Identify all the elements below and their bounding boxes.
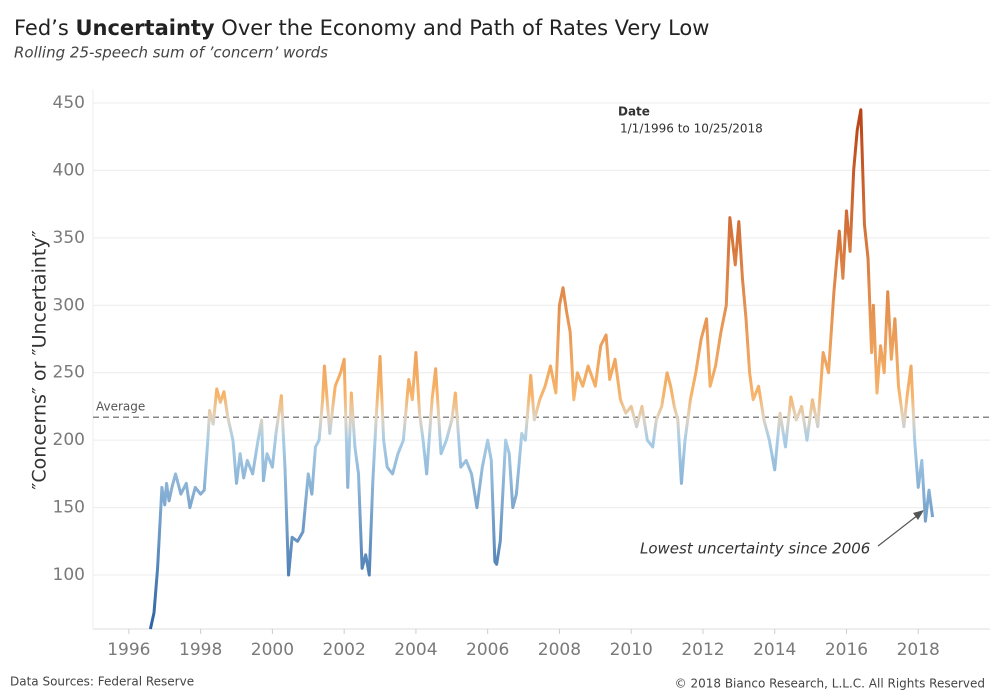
y-tick-label: 250 <box>53 363 85 383</box>
subtitle: Rolling 25-speech sum of ’concern’ words <box>14 44 328 62</box>
x-tick-label: 2008 <box>538 640 581 660</box>
source: Data Sources: Federal Reserve <box>10 675 194 689</box>
x-tick-label: 2002 <box>323 640 366 660</box>
legend-title: Date <box>618 105 650 119</box>
y-tick-label: 350 <box>53 228 85 248</box>
arrow-head <box>913 510 924 520</box>
x-tick-label: 2012 <box>681 640 724 660</box>
x-tick-label: 2018 <box>897 640 940 660</box>
y-tick-label: 450 <box>53 93 85 113</box>
series-line <box>148 108 935 630</box>
x-tick-label: 2004 <box>394 640 437 660</box>
y-tick-label: 150 <box>53 498 85 518</box>
x-tick-label: 2000 <box>251 640 294 660</box>
y-axis-label: ″Concerns″ or ″Uncertainty″ <box>29 230 51 489</box>
title-part: Uncertainty <box>75 16 214 40</box>
title-part: Fed’s <box>14 16 75 40</box>
y-tick-label: 400 <box>53 160 85 180</box>
x-tick-label: 2016 <box>825 640 868 660</box>
x-tick-label: 1996 <box>107 640 150 660</box>
chart-title: Fed’s Uncertainty Over the Economy and P… <box>14 16 709 40</box>
y-tick-label: 200 <box>53 430 85 450</box>
annotation-arrow <box>877 514 919 547</box>
x-tick-label: 2014 <box>753 640 796 660</box>
y-tick-label: 100 <box>53 565 85 585</box>
x-tick-label: 2006 <box>466 640 509 660</box>
x-tick-label: 2010 <box>610 640 653 660</box>
y-tick-label: 300 <box>53 295 85 315</box>
average-label: Average <box>96 400 145 414</box>
x-tick-label: 1998 <box>179 640 222 660</box>
legend-text: 1/1/1996 to 10/25/2018 <box>620 122 763 136</box>
annotation: Lowest uncertainty since 2006 <box>640 540 870 558</box>
copyright: © 2018 Bianco Research, L.L.C. All Right… <box>675 677 985 691</box>
title-part: Over the Economy and Path of Rates Very … <box>215 16 710 40</box>
